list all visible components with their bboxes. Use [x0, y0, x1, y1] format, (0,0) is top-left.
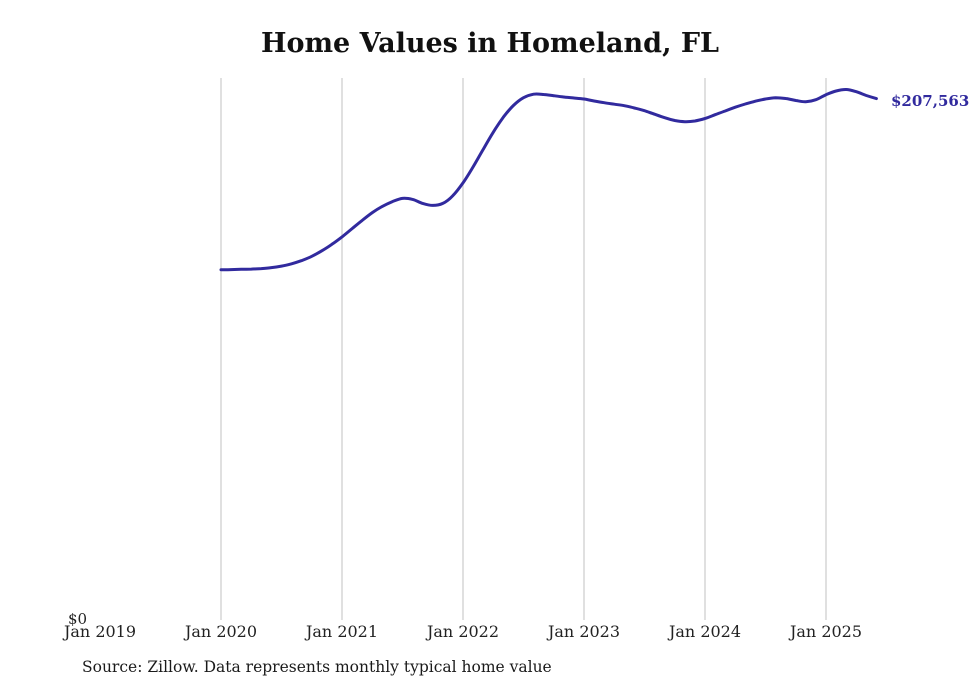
x-tick-label: Jan 2022 [426, 622, 500, 641]
x-tick-label: Jan 2024 [668, 622, 742, 641]
chart-title: Home Values in Homeland, FL [260, 28, 720, 59]
gridlines [220, 78, 827, 620]
y-tick-label-zero: $0 [68, 610, 88, 628]
home-value-line [219, 87, 878, 272]
end-value-label: $207,563 [891, 92, 970, 110]
x-tick-label: Jan 2025 [789, 622, 863, 641]
x-tick-label: Jan 2021 [305, 622, 379, 641]
x-tick-label: Jan 2019 [63, 622, 137, 641]
x-tick-label: Jan 2020 [184, 622, 258, 641]
source-note: Source: Zillow. Data represents monthly … [82, 658, 552, 676]
x-tick-label: Jan 2023 [547, 622, 621, 641]
